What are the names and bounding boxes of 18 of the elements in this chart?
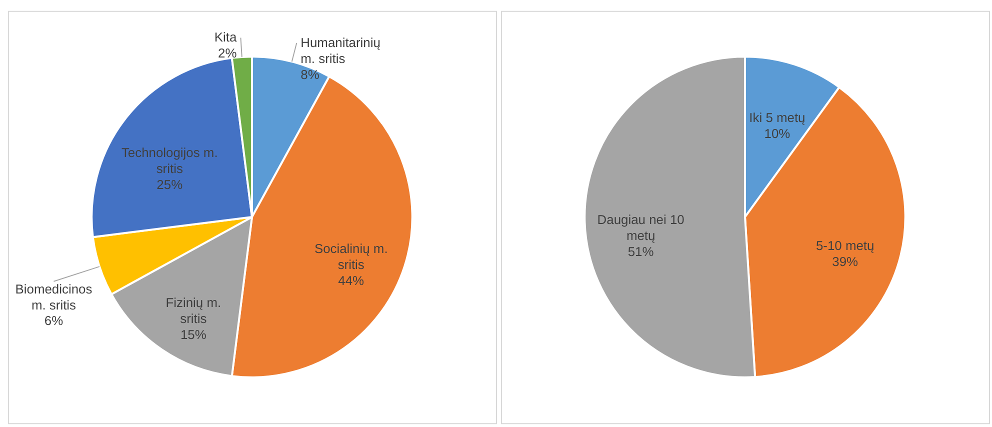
data-label: 10% xyxy=(764,126,791,141)
data-label: 6% xyxy=(44,313,64,328)
slice-label: Technologijos m. sritis xyxy=(121,145,218,176)
slice-label: Biomedicinos m. sritis xyxy=(15,281,92,312)
data-label: 8% xyxy=(300,66,320,82)
slice-label: Socialinių m. sritis xyxy=(314,241,388,272)
data-label: 15% xyxy=(180,327,207,342)
data-label: 51% xyxy=(628,244,654,260)
data-label: 39% xyxy=(832,254,859,269)
slice-label: Humanitarinių m. sritis xyxy=(300,35,380,66)
slice-label: 5-10 metų xyxy=(816,238,874,254)
slice-label: Iki 5 metų xyxy=(749,110,806,125)
data-label: 44% xyxy=(338,273,365,288)
slice-label: Fizinių m. sritis xyxy=(166,295,222,326)
data-label: 25% xyxy=(156,176,184,192)
data-label: 2% xyxy=(218,46,238,61)
slice-label: Daugiau nei 10 metų xyxy=(597,212,684,244)
slice-label: Kita xyxy=(214,30,238,45)
